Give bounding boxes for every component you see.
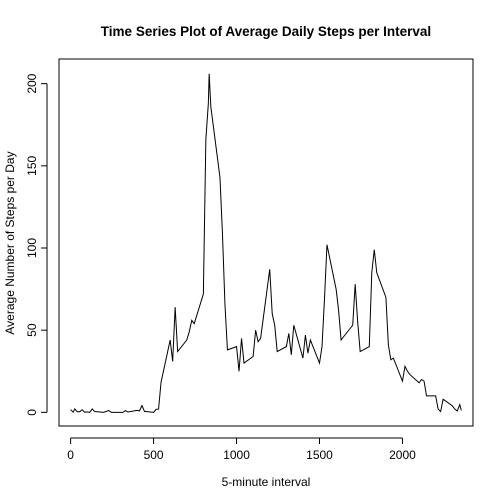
y-tick-label: 0 bbox=[25, 409, 39, 416]
y-tick-label: 50 bbox=[25, 323, 39, 337]
y-axis-label: Average Number of Steps per Day bbox=[3, 151, 17, 334]
x-tick-label: 500 bbox=[144, 448, 164, 462]
x-tick-label: 2000 bbox=[389, 448, 416, 462]
x-tick-label: 1500 bbox=[306, 448, 333, 462]
x-tick-label: 0 bbox=[67, 448, 74, 462]
plot-frame bbox=[58, 58, 474, 427]
chart-title: Time Series Plot of Average Daily Steps … bbox=[101, 24, 431, 39]
y-tick-label: 100 bbox=[25, 238, 39, 258]
y-tick-label: 200 bbox=[25, 73, 39, 93]
series-line bbox=[70, 73, 462, 414]
y-tick-label: 150 bbox=[25, 155, 39, 175]
x-tick-label: 1000 bbox=[223, 448, 250, 462]
y-axis: 0 50 100 150 200 bbox=[25, 73, 48, 416]
x-axis: 0 500 1000 1500 2000 bbox=[67, 437, 416, 462]
x-axis-label: 5-minute interval bbox=[222, 475, 311, 489]
